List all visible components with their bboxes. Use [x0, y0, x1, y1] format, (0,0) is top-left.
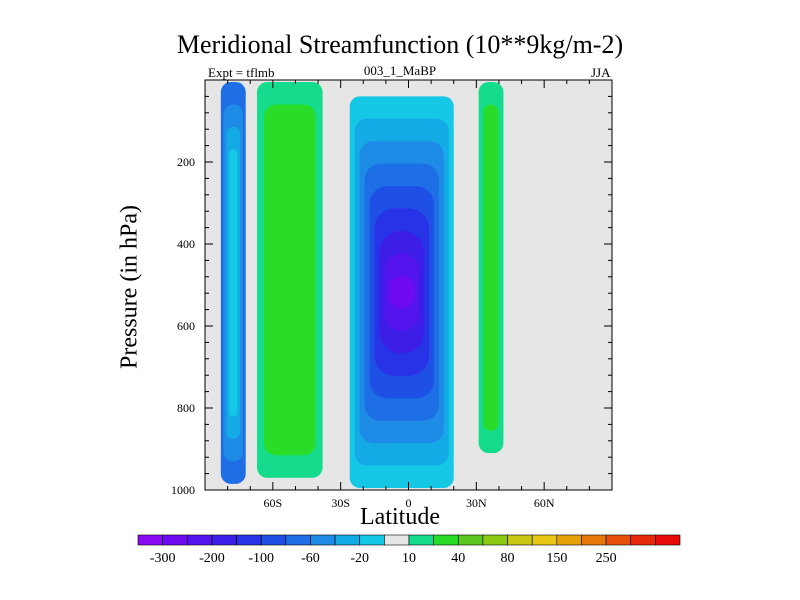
colorbar-label: -300 [150, 551, 176, 566]
southern-polar-cell [220, 82, 246, 484]
y-axis-ticks: 200 400 600 800 1000 [171, 79, 612, 497]
colorbar-swatch [310, 534, 336, 546]
colorbar-swatch [655, 534, 681, 546]
x-tick-label: 0 [406, 496, 412, 510]
y-tick-label: 200 [177, 155, 195, 169]
x-tick-label: 60N [534, 496, 555, 510]
southern-polar-cell-contour-level [229, 149, 238, 417]
x-axis-label: Latitude [360, 504, 440, 530]
colorbar-swatch [186, 534, 213, 546]
experiment-label: Expt = tflmb [208, 65, 275, 80]
colorbar-label: -60 [301, 551, 320, 566]
northern-cell [478, 82, 504, 454]
colorbar: -300 -200 -100 -60 -20 10 40 80 150 250 [137, 534, 681, 566]
colorbar-swatch [630, 534, 656, 546]
colorbar-swatch [556, 534, 582, 546]
colorbar-swatch [581, 534, 607, 546]
y-tick-label: 800 [177, 401, 195, 415]
colorbar-swatch [531, 534, 558, 546]
colorbar-label: -100 [248, 551, 274, 566]
colorbar-swatch [236, 534, 262, 546]
hadley-cell-winter-contour-level [389, 275, 415, 309]
season-label: JJA [591, 65, 611, 80]
y-tick-label: 1000 [171, 483, 195, 497]
colorbar-label: 40 [451, 551, 465, 566]
x-tick-label: 30S [331, 496, 350, 510]
y-tick-label: 400 [177, 237, 195, 251]
colorbar-label: -200 [199, 551, 225, 566]
colorbar-swatch [433, 534, 459, 546]
colorbar-label: 10 [402, 551, 416, 566]
colorbar-label: 80 [501, 551, 515, 566]
colorbar-swatch [457, 534, 484, 546]
colorbar-swatch [384, 534, 410, 546]
colorbar-label: 150 [546, 551, 567, 566]
colorbar-swatch [285, 534, 311, 546]
colorbar-swatch [162, 534, 188, 546]
colorbar-swatch [482, 534, 508, 546]
northern-cell-contour-level [483, 104, 499, 431]
colorbar-swatch [260, 534, 287, 546]
southern-ferrel-cell-contour-level [264, 104, 316, 456]
southern-ferrel-cell [257, 82, 323, 478]
y-tick-label: 600 [177, 319, 195, 333]
colorbar-swatch [408, 534, 434, 546]
colorbar-swatch [359, 534, 385, 546]
run-label: 003_1_MaBP [363, 63, 437, 78]
colorbar-swatch [334, 534, 361, 546]
colorbar-label: 250 [596, 551, 617, 566]
hadley-cell-winter [349, 96, 454, 488]
colorbar-swatch [137, 534, 163, 546]
x-tick-label: 60S [263, 496, 282, 510]
x-tick-label: 30N [466, 496, 487, 510]
colorbar-label: -20 [350, 551, 369, 566]
colorbar-swatch [605, 534, 632, 546]
colorbar-swatch [507, 534, 533, 546]
x-axis-ticks: 60S 30S 0 30N 60N [204, 80, 613, 510]
colorbar-swatch [211, 534, 237, 546]
chart-title: Meridional Streamfunction (10**9kg/m-2) [176, 30, 624, 59]
